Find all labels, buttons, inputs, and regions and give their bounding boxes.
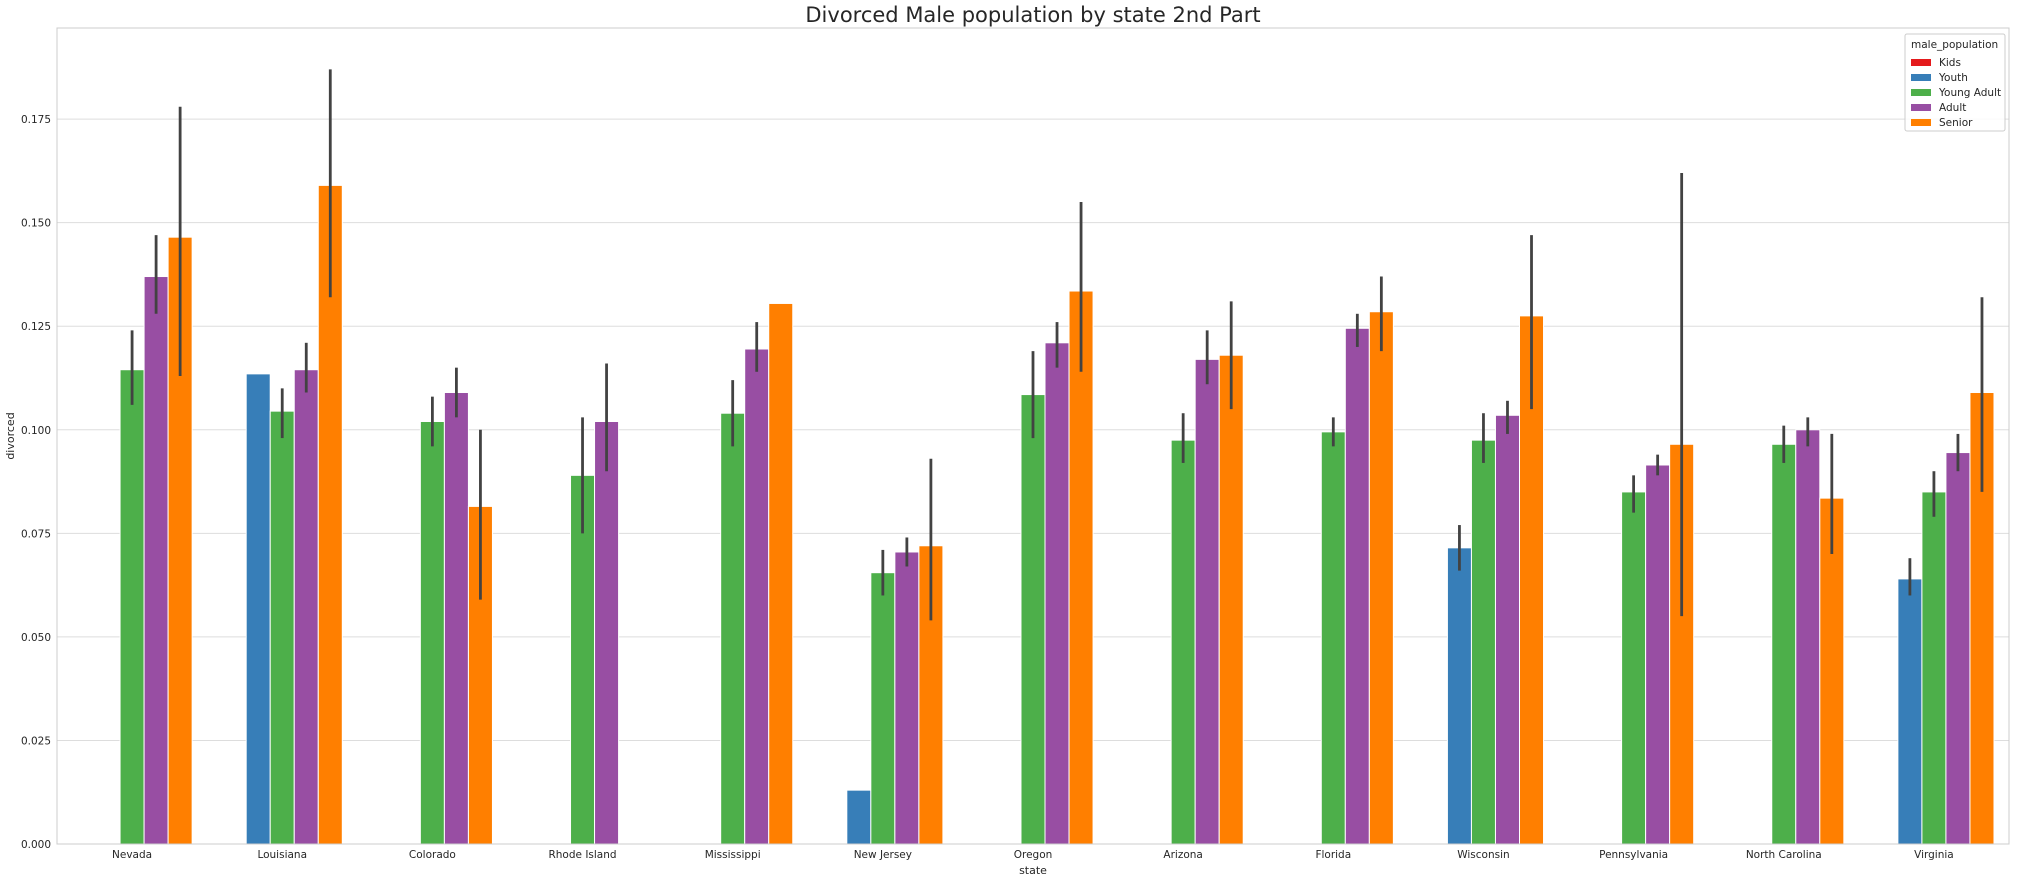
bar-young-adult-louisiana: [269, 410, 295, 845]
legend-swatch-youth: [1911, 74, 1931, 81]
bar-young-adult-nevada: [119, 369, 145, 845]
x-tick-label: New Jersey: [854, 849, 912, 861]
bar-adult-louisiana: [293, 369, 319, 845]
chart-title: Divorced Male population by state 2nd Pa…: [805, 3, 1260, 27]
x-tick-label: Oregon: [1014, 849, 1053, 861]
bar-young-adult-florida: [1320, 431, 1346, 845]
y-tick-label: 0.100: [21, 425, 51, 437]
bar-young-adult-new-jersey: [870, 572, 896, 845]
bar-senior-florida: [1368, 311, 1394, 845]
y-tick-label: 0.075: [21, 528, 51, 540]
x-tick-label: Virginia: [1914, 849, 1954, 861]
bar-adult-florida: [1344, 327, 1370, 845]
legend-swatch-adult: [1911, 104, 1931, 111]
y-tick-labels: 0.000 0.025 0.050 0.075 0.100 0.125 0.150 0.175: [21, 114, 51, 851]
x-tick-label: Colorado: [409, 849, 456, 861]
legend-swatch-young-adult: [1911, 89, 1931, 96]
x-tick-label: Florida: [1315, 849, 1351, 861]
legend-title: male_population: [1911, 39, 1998, 51]
bar-young-adult-colorado: [419, 421, 445, 845]
legend: male_population Kids Youth Young Adult Adul…: [1904, 33, 2006, 132]
x-axis-label: state: [1019, 864, 1047, 877]
y-tick-label: 0.050: [21, 632, 51, 644]
legend-label-kids: Kids: [1939, 57, 1961, 69]
bar-adult-wisconsin: [1494, 414, 1520, 845]
legend-label-young-adult: Young Adult: [1938, 87, 2001, 99]
legend-label-adult: Adult: [1939, 102, 1966, 114]
y-tick-label: 0.150: [21, 218, 51, 230]
bar-adult-arizona: [1194, 358, 1220, 845]
bar-adult-colorado: [443, 392, 469, 845]
x-tick-label: Pennsylvania: [1599, 849, 1668, 861]
error-bars: [130, 69, 1984, 621]
y-axis-label: divorced: [4, 412, 17, 459]
legend-label-youth: Youth: [1938, 72, 1968, 84]
bar-young-adult-north-carolina: [1771, 443, 1797, 845]
bar-adult-oregon: [1044, 342, 1070, 845]
bar-adult-north-carolina: [1795, 429, 1821, 845]
legend-swatch-senior: [1911, 119, 1931, 126]
plot-frame: [56, 27, 2010, 845]
bar-adult-new-jersey: [894, 551, 920, 845]
bar-youth-virginia: [1897, 578, 1923, 845]
legend-swatch-kids: [1911, 59, 1931, 66]
x-tick-label: Louisiana: [257, 849, 307, 861]
legend-label-senior: Senior: [1939, 117, 1973, 129]
bar-adult-nevada: [143, 276, 169, 845]
bar-young-adult-virginia: [1921, 491, 1947, 845]
x-tick-label: Arizona: [1163, 849, 1202, 861]
y-tick-label: 0.025: [21, 735, 51, 747]
bar-youth-louisiana: [245, 373, 271, 845]
bar-young-adult-pennsylvania: [1621, 491, 1647, 845]
x-tick-label: Nevada: [112, 849, 152, 861]
y-tick-label: 0.000: [21, 839, 51, 851]
y-tick-label: 0.125: [21, 321, 51, 333]
bars: [119, 184, 1995, 845]
bar-youth-new-jersey: [846, 789, 872, 845]
bar-senior-north-carolina: [1819, 497, 1845, 845]
x-tick-label: Wisconsin: [1457, 849, 1509, 861]
x-tick-label: Mississippi: [705, 849, 761, 861]
bar-young-adult-wisconsin: [1470, 439, 1496, 845]
bar-youth-wisconsin: [1446, 547, 1472, 845]
bar-young-adult-arizona: [1170, 439, 1196, 845]
bar-adult-rhode-island: [594, 421, 620, 845]
bar-young-adult-oregon: [1020, 394, 1046, 845]
y-tick-label: 0.175: [21, 114, 51, 126]
x-tick-labels: Nevada Louisiana Colorado Rhode Island Missi…: [112, 849, 1954, 861]
bar-adult-pennsylvania: [1645, 464, 1671, 845]
x-tick-label: North Carolina: [1746, 849, 1822, 861]
x-tick-label: Rhode Island: [548, 849, 616, 861]
bar-senior-oregon: [1068, 290, 1094, 845]
legend-items: Kids Youth Young Adult Adult Senior: [1911, 57, 2001, 129]
bar-senior-arizona: [1218, 354, 1244, 845]
bar-senior-mississippi: [768, 302, 794, 845]
bar-adult-mississippi: [744, 348, 770, 845]
bar-young-adult-mississippi: [720, 412, 746, 845]
bar-adult-virginia: [1945, 452, 1971, 845]
bar-young-adult-rhode-island: [570, 474, 596, 845]
